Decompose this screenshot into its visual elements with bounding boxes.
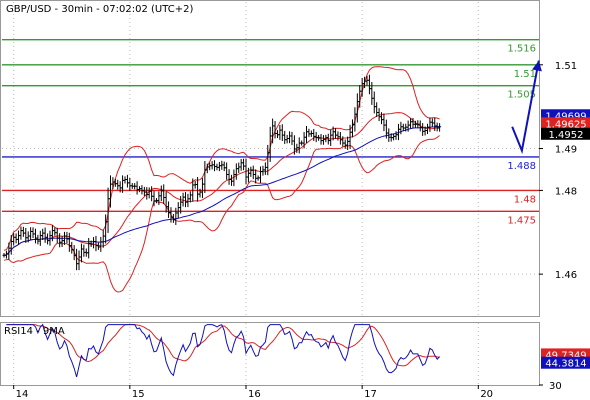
y-axis-ticks: 1.51 1.49 1.48 1.46 30: [539, 61, 577, 392]
x-axis-ticks: 14 15 16 17 20: [13, 385, 493, 400]
rsi-line: [6, 323, 440, 378]
rsi-tag: [541, 356, 590, 369]
chart-title: GBP/USD - 30min - 07:02:02 (UTC+2): [6, 4, 193, 15]
x-tick-label: 14: [16, 389, 29, 400]
projection-arrowhead: [532, 60, 542, 72]
rsi-tag-label: 44.3814: [545, 359, 586, 370]
candles: [2, 74, 442, 271]
y-tick-label: 1.49: [555, 145, 577, 156]
rsi-tag-label: 49.7349: [545, 350, 586, 361]
price-tag: [541, 117, 590, 130]
y-tick-label: 1.51: [555, 61, 577, 72]
x-tick-label: 15: [132, 389, 145, 400]
price-tag-label: 1.49625: [545, 119, 586, 130]
x-tick-label: 20: [480, 389, 493, 400]
moving-average: [3, 125, 440, 256]
price-tag-label: 1.4952: [549, 130, 584, 141]
level-label: 1.51: [514, 69, 536, 80]
level-label: 1.516: [507, 44, 536, 55]
y-tick-label: 1.46: [555, 270, 577, 281]
level-label: 1.488: [507, 161, 536, 172]
rsi-title: RSI14 - 9MA: [4, 326, 65, 337]
x-tick-label: 16: [248, 389, 261, 400]
projection-arrow: [511, 60, 542, 155]
price-tag: [541, 127, 590, 140]
upper-band: [3, 66, 440, 251]
level-label: 1.475: [507, 215, 536, 226]
price-tag-label: 1.49699: [545, 111, 586, 122]
rsi-lines: [6, 323, 440, 378]
x-tick-label: 17: [364, 389, 377, 400]
projection-line: [511, 60, 540, 155]
level-label: 1.48: [514, 194, 536, 205]
y-tick-label: 1.48: [555, 186, 577, 197]
level-label: 1.505: [507, 90, 536, 101]
rsi-ma-line: [6, 324, 440, 367]
rsi-y-tick-label: 30: [549, 381, 562, 392]
rsi-panel: [0, 322, 540, 386]
